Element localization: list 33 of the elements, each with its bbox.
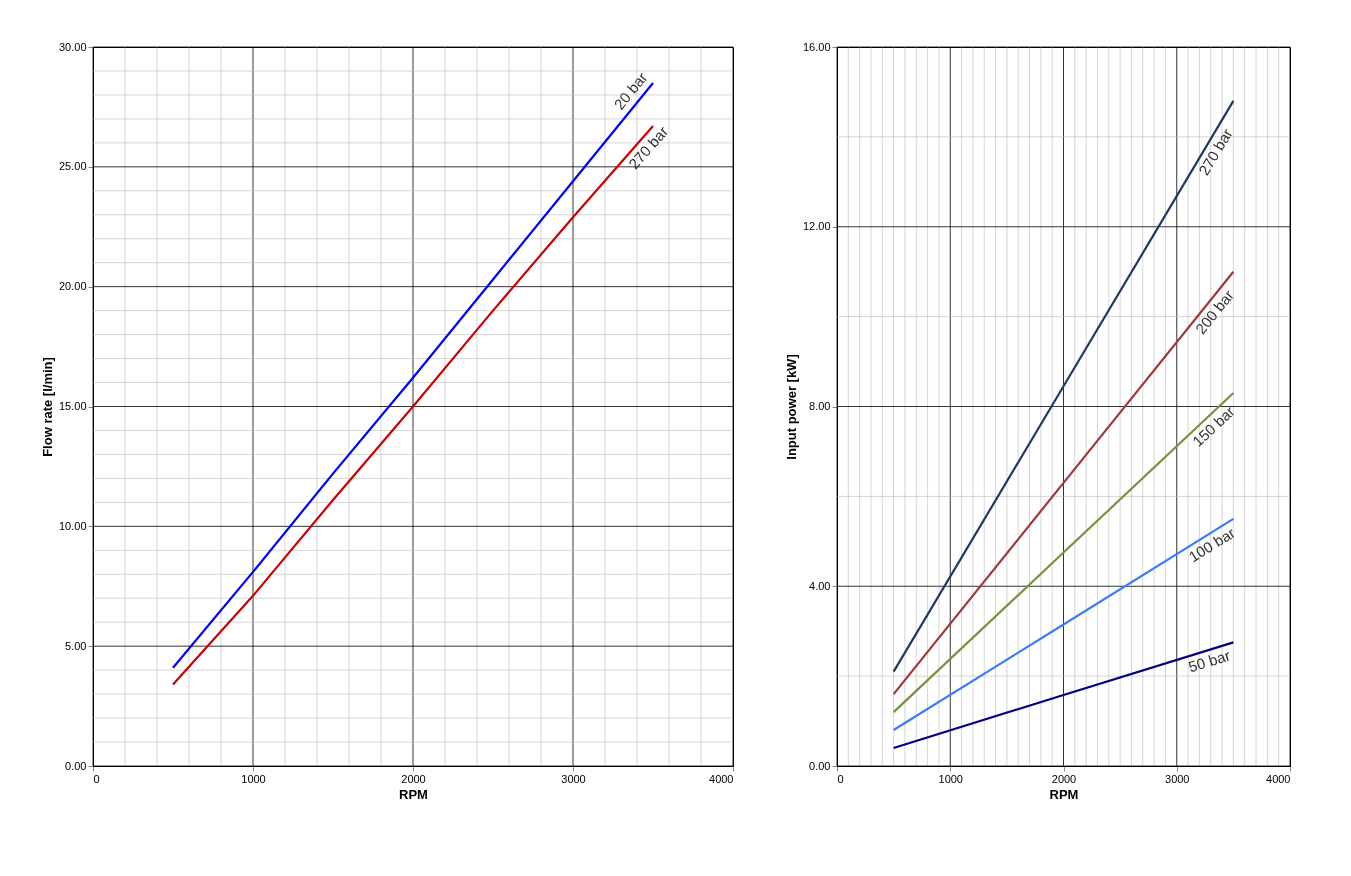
y-tick-label: 15.00 xyxy=(58,400,87,412)
x-tick-label: 0 xyxy=(837,772,844,785)
y-tick-label: 25.00 xyxy=(58,160,87,173)
y-tick-label: 5.00 xyxy=(65,639,87,652)
y-tick-label: 12.00 xyxy=(802,220,831,233)
text: 270 bar xyxy=(624,122,672,173)
x-tick-label: 3000 xyxy=(561,772,586,785)
y-tick-label: 30.00 xyxy=(58,40,87,53)
x-tick-label: 1000 xyxy=(938,772,963,785)
y-tick-label: 0.00 xyxy=(65,759,87,772)
x-tick-label: 2000 xyxy=(1051,772,1077,785)
text: 100 bar xyxy=(1185,524,1238,566)
x-tick-label: 4000 xyxy=(709,772,734,785)
y-tick-label: 8.00 xyxy=(809,400,831,412)
text: 200 bar xyxy=(1191,286,1237,338)
y-tick-label: 4.00 xyxy=(809,579,831,592)
x-tick-label: 0 xyxy=(93,772,100,785)
text: 50 bar xyxy=(1186,646,1233,676)
y-axis-title: Flow rate [l/min] xyxy=(39,357,55,457)
y-tick-label: 0.00 xyxy=(809,759,831,772)
x-axis-title: RPM xyxy=(399,786,428,802)
y-tick-label: 10.00 xyxy=(58,519,87,532)
x-axis-title: RPM xyxy=(1049,786,1079,802)
text: 20 bar xyxy=(610,68,651,113)
text: 150 bar xyxy=(1189,402,1238,450)
x-tick-label: 4000 xyxy=(1266,772,1291,785)
y-tick-label: 16.00 xyxy=(802,40,831,53)
text: 270 bar xyxy=(1194,125,1236,179)
y-tick-label: 20.00 xyxy=(58,280,87,293)
x-tick-label: 2000 xyxy=(401,772,426,785)
y-axis-title: Input power [kW] xyxy=(783,354,799,460)
x-tick-label: 1000 xyxy=(241,772,266,785)
x-tick-label: 3000 xyxy=(1165,772,1190,785)
